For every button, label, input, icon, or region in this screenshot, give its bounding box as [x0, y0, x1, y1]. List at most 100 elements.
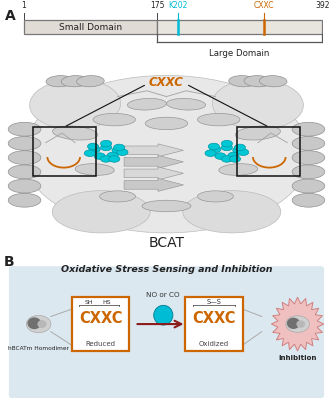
FancyBboxPatch shape [9, 266, 324, 398]
Ellipse shape [292, 122, 325, 136]
Ellipse shape [30, 79, 121, 129]
Ellipse shape [77, 76, 104, 87]
Ellipse shape [166, 98, 205, 110]
Ellipse shape [8, 193, 41, 207]
Ellipse shape [128, 98, 166, 110]
Circle shape [101, 140, 112, 147]
Ellipse shape [292, 165, 325, 179]
Text: K202: K202 [168, 1, 187, 10]
Ellipse shape [27, 317, 41, 329]
FancyArrow shape [124, 144, 183, 157]
Text: Small Domain: Small Domain [59, 23, 122, 32]
Ellipse shape [292, 193, 325, 207]
FancyArrow shape [124, 178, 183, 191]
Text: Oxidative Stress Sensing and Inhibition: Oxidative Stress Sensing and Inhibition [61, 265, 272, 274]
Ellipse shape [26, 315, 51, 333]
Ellipse shape [183, 191, 281, 233]
Circle shape [208, 143, 219, 150]
Ellipse shape [145, 117, 188, 130]
Ellipse shape [292, 151, 325, 164]
Ellipse shape [212, 79, 303, 129]
Text: HS: HS [102, 300, 111, 305]
Bar [237, 127, 300, 176]
Circle shape [221, 156, 232, 162]
Text: CXXC: CXXC [192, 311, 235, 326]
FancyArrow shape [124, 167, 183, 180]
Text: Oxidized: Oxidized [199, 341, 229, 347]
Text: CXXC: CXXC [79, 311, 123, 326]
Text: BCAT: BCAT [149, 236, 184, 250]
Ellipse shape [287, 318, 300, 329]
Ellipse shape [197, 113, 240, 126]
Circle shape [238, 149, 249, 156]
Ellipse shape [197, 191, 233, 202]
Text: 1: 1 [22, 1, 26, 10]
Text: Inhibition: Inhibition [278, 355, 317, 361]
Ellipse shape [286, 316, 309, 332]
Ellipse shape [52, 191, 150, 233]
Ellipse shape [259, 76, 287, 87]
Text: SH: SH [84, 300, 93, 305]
Text: CXXC: CXXC [149, 76, 184, 89]
Ellipse shape [8, 179, 41, 193]
Ellipse shape [53, 126, 98, 140]
Ellipse shape [61, 76, 89, 87]
Ellipse shape [8, 122, 41, 136]
FancyBboxPatch shape [72, 297, 130, 351]
Text: 392: 392 [316, 1, 330, 10]
Text: B: B [3, 255, 14, 269]
Ellipse shape [93, 113, 136, 126]
Ellipse shape [100, 191, 136, 202]
Circle shape [154, 305, 173, 325]
Ellipse shape [8, 165, 41, 179]
Circle shape [228, 152, 239, 159]
FancyArrow shape [124, 155, 183, 168]
Ellipse shape [229, 76, 256, 87]
Circle shape [229, 156, 240, 162]
Ellipse shape [8, 136, 41, 150]
Polygon shape [271, 297, 324, 351]
Circle shape [221, 144, 232, 151]
Ellipse shape [292, 136, 325, 150]
Circle shape [109, 156, 120, 162]
Text: CXXC: CXXC [254, 1, 274, 10]
Circle shape [210, 146, 221, 153]
Circle shape [114, 144, 125, 151]
Circle shape [215, 153, 226, 159]
Circle shape [107, 152, 118, 159]
Circle shape [205, 150, 216, 156]
Circle shape [88, 143, 99, 150]
Circle shape [101, 156, 112, 162]
Ellipse shape [142, 200, 191, 212]
FancyBboxPatch shape [185, 297, 242, 351]
Circle shape [233, 147, 244, 154]
Ellipse shape [23, 76, 310, 233]
Bar [33, 127, 96, 176]
Text: Large Domain: Large Domain [209, 48, 270, 58]
Ellipse shape [296, 320, 305, 328]
Text: 175: 175 [150, 1, 165, 10]
Text: hBCATm Homodimer: hBCATm Homodimer [8, 346, 69, 352]
Circle shape [221, 140, 232, 147]
Text: Reduced: Reduced [86, 341, 116, 347]
Text: NO or CO: NO or CO [147, 292, 180, 298]
Circle shape [89, 146, 100, 153]
Ellipse shape [219, 164, 258, 175]
Ellipse shape [8, 151, 41, 164]
Ellipse shape [244, 76, 272, 87]
Bar [157, 20, 322, 34]
Circle shape [84, 150, 95, 156]
Circle shape [112, 147, 123, 154]
Ellipse shape [37, 320, 47, 328]
Circle shape [234, 144, 245, 151]
Ellipse shape [75, 164, 114, 175]
Bar [24, 20, 157, 34]
Circle shape [94, 153, 105, 159]
Text: A: A [5, 9, 16, 23]
Ellipse shape [235, 126, 280, 140]
Ellipse shape [46, 76, 74, 87]
Circle shape [101, 144, 112, 151]
Circle shape [117, 149, 128, 156]
Ellipse shape [292, 179, 325, 193]
Text: S—S: S—S [206, 299, 221, 305]
